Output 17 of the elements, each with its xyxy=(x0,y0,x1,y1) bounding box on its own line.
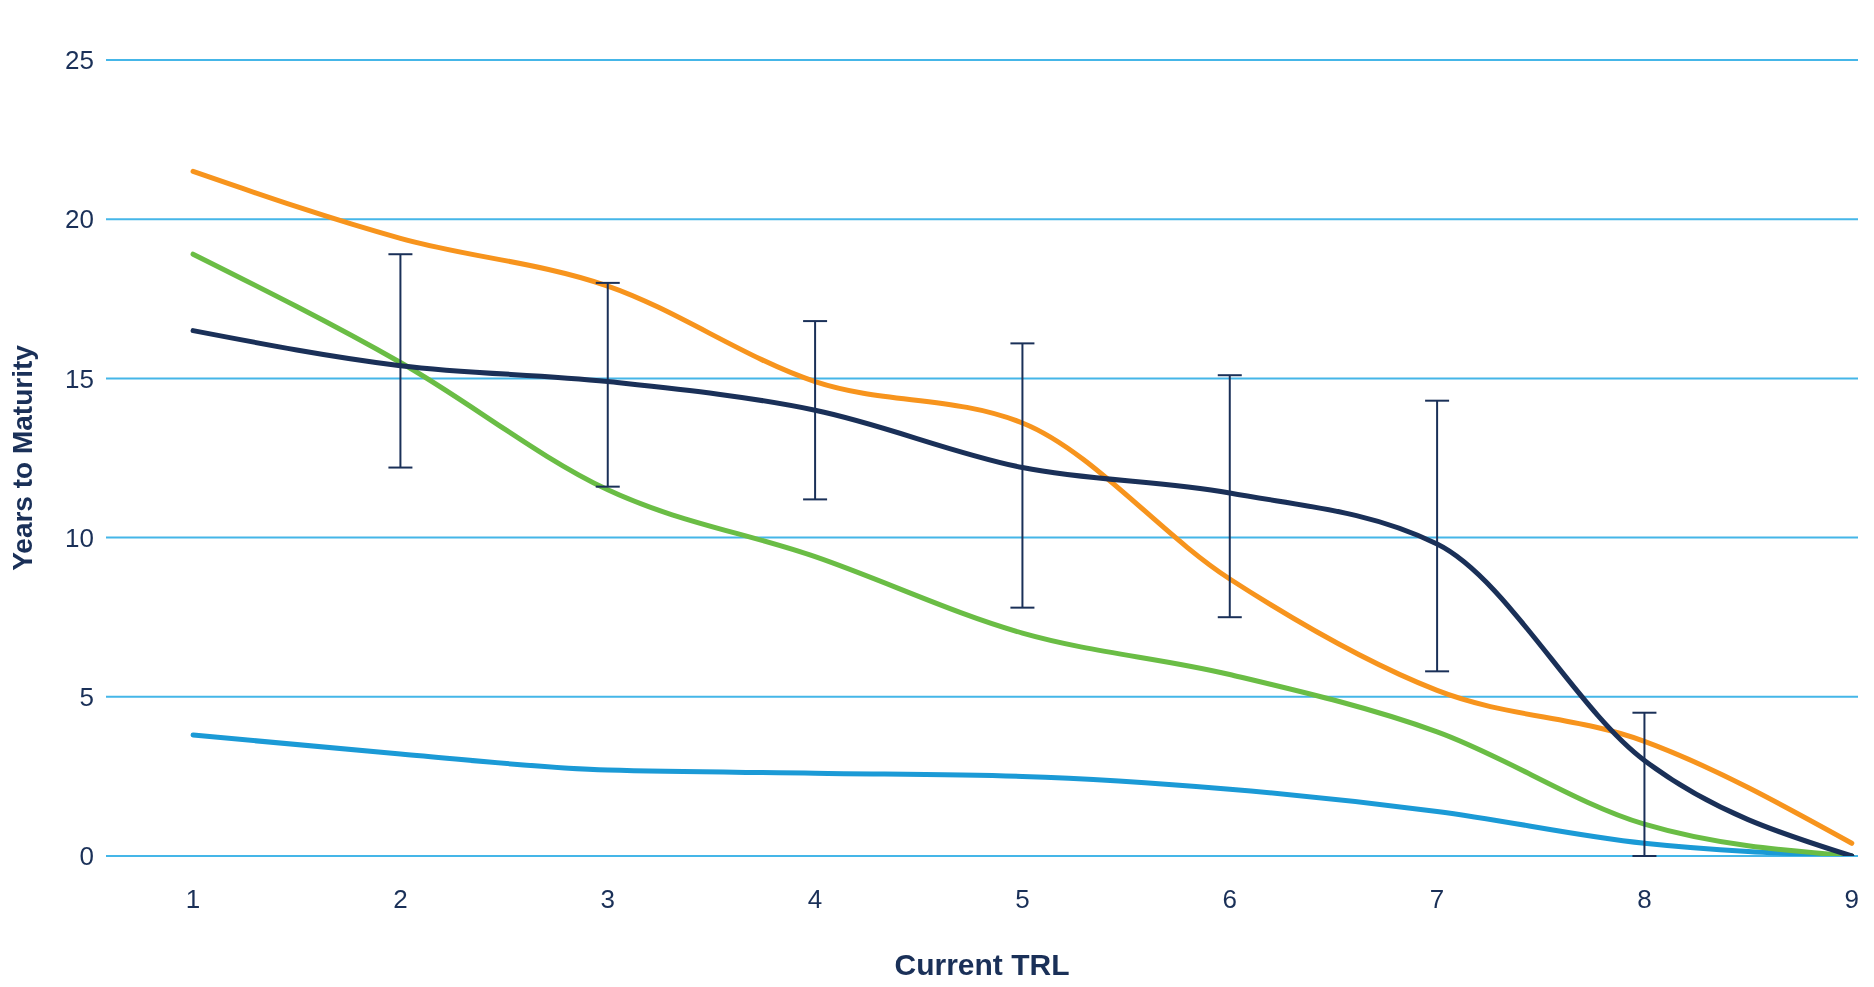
x-axis-title: Current TRL xyxy=(894,948,1070,981)
x-tick-label: 8 xyxy=(1637,884,1652,915)
x-tick-label: 4 xyxy=(807,884,823,915)
y-tick-label: 10 xyxy=(65,522,94,553)
x-tick-label: 9 xyxy=(1844,884,1860,915)
y-tick-label: 5 xyxy=(79,681,94,712)
y-tick-label: 20 xyxy=(65,204,94,235)
y-axis-title: Years to Maturity xyxy=(6,344,38,571)
x-tick-label: 3 xyxy=(600,884,615,915)
x-tick-label: 1 xyxy=(185,884,201,915)
y-tick-label: 15 xyxy=(65,363,94,394)
x-tick-label: 7 xyxy=(1429,884,1445,915)
x-tick-label: 5 xyxy=(1015,884,1030,915)
y-tick-label: 0 xyxy=(79,841,94,872)
x-tick-label: 2 xyxy=(393,884,408,915)
y-tick-label: 25 xyxy=(65,45,94,76)
x-tick-label: 6 xyxy=(1222,884,1237,915)
